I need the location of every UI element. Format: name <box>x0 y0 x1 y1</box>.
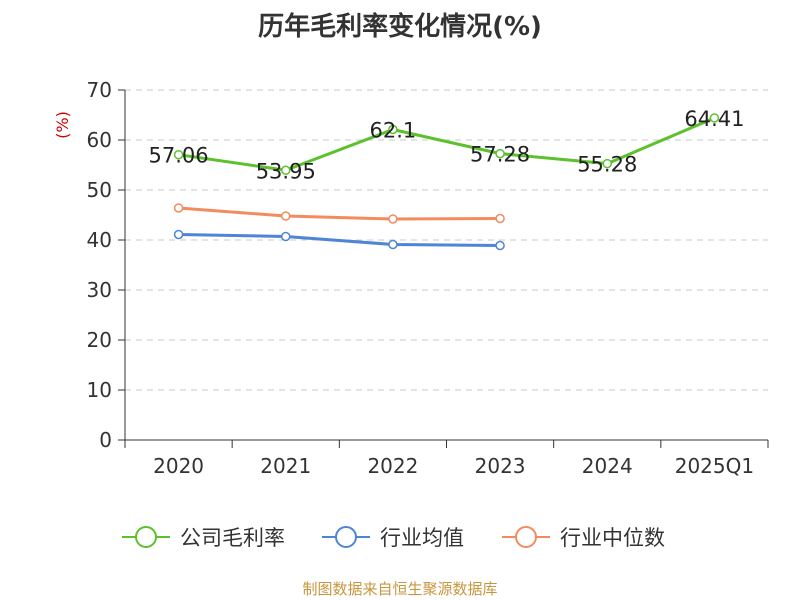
data-label: 57.06 <box>149 144 209 168</box>
data-point <box>281 211 291 221</box>
legend-label: 行业中位数 <box>560 526 665 550</box>
y-axis-label: (%) <box>53 111 72 139</box>
y-tick-label: 60 <box>87 128 112 152</box>
chart-title: 历年毛利率变化情况(%) <box>258 12 542 42</box>
x-tick-label: 2023 <box>475 454 526 478</box>
series-line <box>178 206 501 221</box>
x-tick-label: 2024 <box>582 454 633 478</box>
y-tick-label: 10 <box>87 378 112 402</box>
series-line <box>178 233 501 247</box>
data-point <box>173 149 184 160</box>
legend-marker <box>515 526 537 548</box>
data-label: 55.28 <box>577 153 637 177</box>
series-layer <box>173 113 720 251</box>
data-labels: 57.06 53.95 62.1 57.28 55.28 64.41 <box>149 107 745 183</box>
legend-label: 公司毛利率 <box>180 526 285 550</box>
data-point <box>495 148 505 159</box>
data-point <box>173 229 184 240</box>
series-line <box>178 116 716 172</box>
data-point <box>388 214 398 224</box>
x-tick-label: 2020 <box>153 454 204 478</box>
y-tick-label: 70 <box>87 78 112 102</box>
source-note: 制图数据来自恒生聚源数据库 <box>302 580 498 598</box>
data-label: 62.1 <box>370 119 417 143</box>
y-tick-label: 0 <box>99 428 112 452</box>
x-tick-label: 2022 <box>367 454 418 478</box>
y-tick-label: 30 <box>87 278 112 302</box>
data-point <box>281 165 291 175</box>
data-label: 53.95 <box>256 159 316 183</box>
x-tick-label: 2025Q1 <box>675 454 754 478</box>
legend: 公司毛利率 行业均值 行业中位数 <box>122 526 665 550</box>
data-label: 57.28 <box>470 143 530 167</box>
data-point <box>388 239 398 250</box>
data-point <box>495 213 505 224</box>
legend-label: 行业均值 <box>380 526 464 550</box>
y-tick-label: 40 <box>87 228 112 252</box>
legend-marker <box>135 526 157 548</box>
data-point <box>173 203 184 213</box>
data-point <box>602 158 612 169</box>
grid-lines <box>125 89 768 391</box>
x-tick-label: 2021 <box>260 454 311 478</box>
data-label: 64.41 <box>684 107 744 131</box>
y-tick-label: 50 <box>87 178 112 202</box>
data-point <box>709 113 720 123</box>
data-point <box>388 124 398 135</box>
legend-marker <box>335 526 357 548</box>
y-tick-label: 20 <box>87 328 112 352</box>
axes: 0 10 20 30 40 50 60 70 2020 2021 2022 2023 2024 2025Q… <box>53 78 769 478</box>
data-point <box>495 240 505 251</box>
data-point <box>281 231 291 242</box>
